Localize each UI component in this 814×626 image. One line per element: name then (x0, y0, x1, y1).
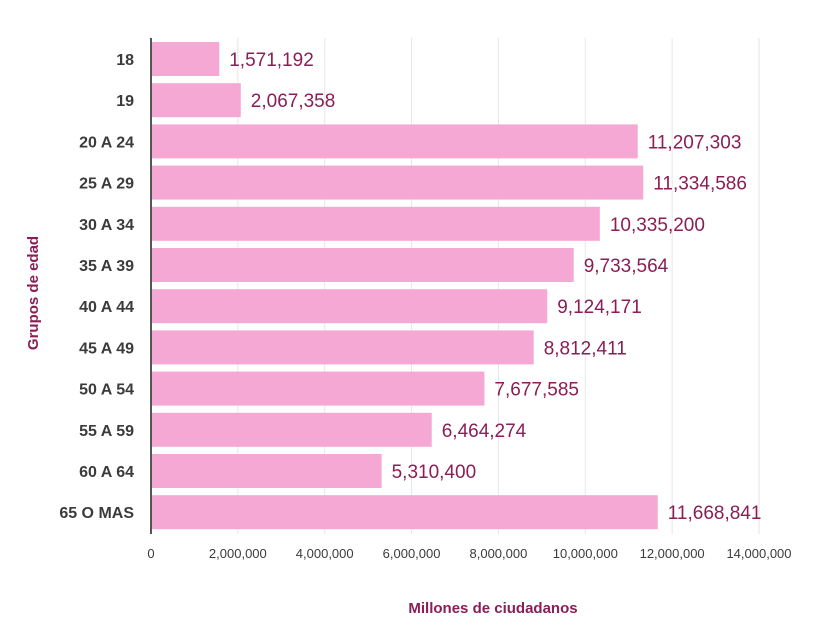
x-tick-label: 6,000,000 (383, 546, 441, 561)
x-tick-label: 8,000,000 (470, 546, 528, 561)
bar (151, 124, 638, 159)
category-labels: 18 19 20 A 24 25 A 29 30 A 34 35 A 39 40 A 44 4… (59, 52, 134, 522)
data-label: 7,677,585 (494, 380, 579, 401)
category-label: 45 A 49 (79, 340, 134, 357)
category-label: 55 A 59 (79, 423, 134, 440)
bar (151, 42, 220, 76)
x-tick-label: 14,000,000 (726, 546, 791, 561)
data-label: 11,668,841 (668, 503, 762, 524)
category-label: 25 A 29 (79, 176, 134, 193)
bar (151, 495, 658, 530)
category-label: 40 A 44 (79, 299, 134, 316)
x-tick-label: 0 (147, 546, 154, 561)
data-label: 1,571,192 (229, 50, 314, 71)
category-label: 50 A 54 (79, 382, 134, 399)
bar (151, 412, 432, 447)
data-label: 11,334,586 (653, 174, 747, 195)
category-label: 18 (116, 52, 134, 69)
bar (151, 330, 534, 365)
x-tick-label: 12,000,000 (640, 546, 705, 561)
data-label: 9,124,171 (557, 297, 642, 318)
bar (151, 289, 548, 324)
x-tick-label: 2,000,000 (209, 546, 267, 561)
y-axis-title: Grupos de edad (25, 236, 42, 350)
x-tick-label: 4,000,000 (296, 546, 354, 561)
data-label: 11,207,303 (648, 132, 742, 153)
category-label: 20 A 24 (79, 134, 134, 151)
bar (151, 83, 241, 118)
data-label: 8,812,411 (544, 338, 627, 359)
data-label: 2,067,358 (251, 91, 336, 112)
data-label: 6,464,274 (442, 421, 527, 442)
data-label: 9,733,564 (584, 256, 669, 277)
x-tick-label: 10,000,000 (553, 546, 618, 561)
data-label: 5,310,400 (392, 462, 477, 483)
category-label: 30 A 34 (79, 217, 134, 234)
category-label: 35 A 39 (79, 258, 134, 275)
x-axis-title: Millones de ciudadanos (408, 600, 577, 617)
x-tick-labels: 0 2,000,000 4,000,000 6,000,000 8,000,000 10,… (147, 546, 791, 561)
bar (151, 206, 600, 241)
bar (151, 371, 485, 406)
category-label: 19 (116, 93, 134, 110)
gridlines (237, 38, 760, 534)
data-label: 10,335,200 (610, 215, 705, 236)
bars (151, 42, 658, 530)
category-label: 65 O MAS (59, 505, 134, 522)
value-labels: 1,571,192 2,067,358 11,207,303 11,334,586 10… (229, 50, 761, 524)
category-label: 60 A 64 (79, 464, 134, 481)
bar (151, 454, 382, 488)
bar (151, 248, 574, 282)
bar (151, 165, 644, 200)
